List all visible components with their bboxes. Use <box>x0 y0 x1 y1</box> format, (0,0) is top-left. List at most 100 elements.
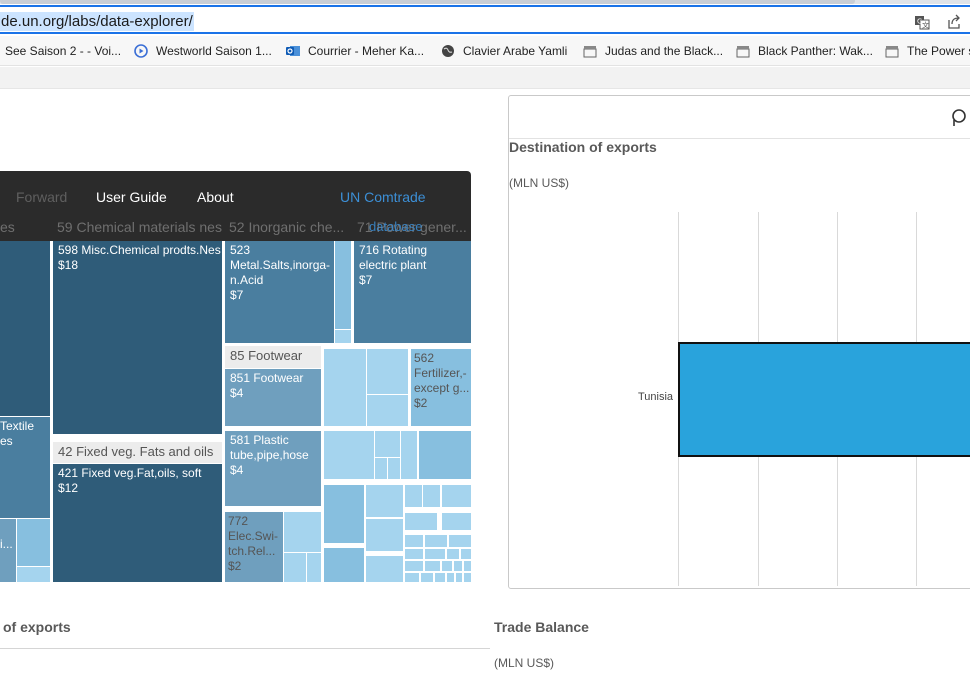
section-title-exports: of exports <box>3 619 71 635</box>
bookmark-item[interactable]: See Saison 2 - - Voi... <box>5 43 121 59</box>
treemap-cell[interactable] <box>447 573 454 582</box>
treemap-cell[interactable] <box>425 561 440 571</box>
share-icon[interactable] <box>946 14 962 30</box>
treemap-cell[interactable] <box>375 431 400 457</box>
treemap-cell[interactable] <box>366 556 403 582</box>
treemap-cell[interactable] <box>375 458 387 479</box>
treemap-cell[interactable] <box>447 549 459 559</box>
treemap-cell[interactable] <box>423 485 440 507</box>
treemap-cell[interactable] <box>335 330 351 343</box>
treemap-cell[interactable] <box>442 513 471 530</box>
treemap-cell[interactable]: 581 Plastic tube,pipe,hose $4 <box>225 431 321 506</box>
bookmark-label: Judas and the Black... <box>605 44 724 58</box>
treemap-cell[interactable]: i... <box>0 519 16 582</box>
treemap-cell[interactable] <box>435 573 445 582</box>
treemap-cell[interactable] <box>366 519 403 551</box>
treemap-group-header: 59 Chemical materials nes <box>57 219 222 235</box>
play-circle-icon <box>134 44 148 58</box>
treemap-cell[interactable] <box>388 458 400 479</box>
bookmark-item[interactable]: Black Panther: Wak... <box>736 43 873 59</box>
bookmark-item[interactable]: The Power s <box>885 43 970 59</box>
bookmark-item[interactable]: Westworld Saison 1... <box>134 43 272 59</box>
chart-bar-tunisia[interactable] <box>678 342 970 457</box>
treemap-cell[interactable] <box>307 553 321 582</box>
bookmark-item[interactable]: Clavier Arabe Yamli <box>441 43 567 59</box>
treemap-cell[interactable]: 562 Fertilizer,-except g... $2 <box>411 349 471 426</box>
treemap-cell[interactable] <box>17 519 50 566</box>
comment-icon[interactable] <box>951 109 967 127</box>
treemap-cell[interactable] <box>405 485 422 507</box>
treemap-cell[interactable] <box>405 549 423 559</box>
treemap-cell[interactable] <box>367 395 408 426</box>
treemap-cell[interactable] <box>405 513 437 530</box>
treemap-cell[interactable] <box>464 573 471 582</box>
treemap-cell[interactable] <box>324 431 374 479</box>
treemap-cell[interactable] <box>405 561 423 571</box>
page-top-strip <box>0 67 970 89</box>
treemap-cell-label: 772 Elec.Swi-tch.Rel... <box>228 514 279 558</box>
treemap-group-header: 42 Fixed veg. Fats and oils <box>53 442 222 463</box>
database-link[interactable]: database <box>369 219 423 234</box>
bookmark-label: Black Panther: Wak... <box>758 44 873 58</box>
treemap-cell-label: 421 Fixed veg.Fat,oils, soft <box>58 466 202 480</box>
treemap-cell[interactable]: 772 Elec.Swi-tch.Rel... $2 <box>225 512 283 582</box>
treemap-cell-label: 581 Plastic tube,pipe,hose <box>230 433 309 462</box>
treemap-cell-label: 598 Misc.Chemical prodts.Nes <box>58 243 221 257</box>
treemap-cell-label: 562 Fertilizer,-except g... <box>414 351 470 395</box>
bookmark-item[interactable]: Courrier - Meher Ka... <box>286 43 424 59</box>
treemap-cell[interactable] <box>324 548 364 582</box>
treemap-cell[interactable] <box>367 349 408 394</box>
treemap-cell[interactable] <box>425 549 445 559</box>
treemap-cell[interactable] <box>461 549 471 559</box>
treemap-cell[interactable] <box>456 573 462 582</box>
treemap-cell[interactable]: 523 Metal.Salts,inorga-n.Acid $7 <box>225 241 334 343</box>
trade-balance-unit: (MLN US$) <box>494 656 555 670</box>
treemap-cell[interactable] <box>442 485 471 507</box>
treemap-cell[interactable] <box>335 241 351 329</box>
bookmark-label: Westworld Saison 1... <box>156 44 272 58</box>
outlook-icon <box>286 46 300 56</box>
treemap-cell-value: $4 <box>230 463 244 477</box>
treemap-cell[interactable] <box>284 553 306 582</box>
clapperboard-icon <box>885 46 899 58</box>
treemap-cell-value: $12 <box>58 481 79 495</box>
treemap-cell[interactable]: Textile es <box>0 417 50 518</box>
treemap-cell[interactable] <box>419 431 471 479</box>
user-guide-link[interactable]: User Guide <box>96 189 167 205</box>
treemap-cell-value: $4 <box>230 386 244 400</box>
bookmark-label: The Power s <box>907 44 970 58</box>
clapperboard-icon <box>583 46 597 58</box>
treemap-cell[interactable] <box>442 561 452 571</box>
address-bar[interactable]: de.un.org/labs/data-explorer/ G 文 <box>0 5 970 34</box>
treemap-cell[interactable]: 851 Footwear $4 <box>225 369 321 426</box>
treemap-cell[interactable]: 598 Misc.Chemical prodts.Nes $18 <box>53 241 222 434</box>
treemap-cell[interactable] <box>464 561 471 571</box>
treemap-cell[interactable] <box>324 485 364 543</box>
treemap-cell[interactable] <box>405 573 419 582</box>
treemap-cell[interactable]: 716 Rotating electric plant $7 <box>354 241 471 343</box>
brand-link[interactable]: UN Comtrade <box>340 189 426 205</box>
forward-link[interactable]: Forward <box>16 189 68 205</box>
translate-icon[interactable]: G 文 <box>914 14 930 30</box>
treemap-cell[interactable] <box>324 349 366 426</box>
treemap-cell[interactable]: 421 Fixed veg.Fat,oils, soft $12 <box>53 464 222 582</box>
treemap-cell[interactable] <box>405 535 423 547</box>
treemap-cell[interactable] <box>366 485 403 517</box>
treemap-cell[interactable] <box>0 241 50 416</box>
treemap-cell[interactable] <box>401 431 417 479</box>
treemap-cell-value: $2 <box>228 559 242 573</box>
app-header: Forward User Guide About UN Comtrade es … <box>0 171 471 241</box>
treemap-cell[interactable] <box>284 512 321 552</box>
bookmark-item[interactable]: Judas and the Black... <box>583 43 723 59</box>
treemap-cell[interactable] <box>17 567 50 582</box>
section-title-trade-balance: Trade Balance <box>494 619 589 635</box>
destination-chart-title: Destination of exports <box>509 139 657 155</box>
treemap-cell[interactable] <box>425 535 447 547</box>
treemap-group-header: 52 Inorganic che... <box>229 219 345 235</box>
treemap-cell[interactable] <box>454 561 462 571</box>
url-text[interactable]: de.un.org/labs/data-explorer/ <box>0 12 194 31</box>
about-link[interactable]: About <box>197 189 234 205</box>
treemap-cell[interactable] <box>449 535 471 547</box>
treemap-cell[interactable] <box>421 573 433 582</box>
